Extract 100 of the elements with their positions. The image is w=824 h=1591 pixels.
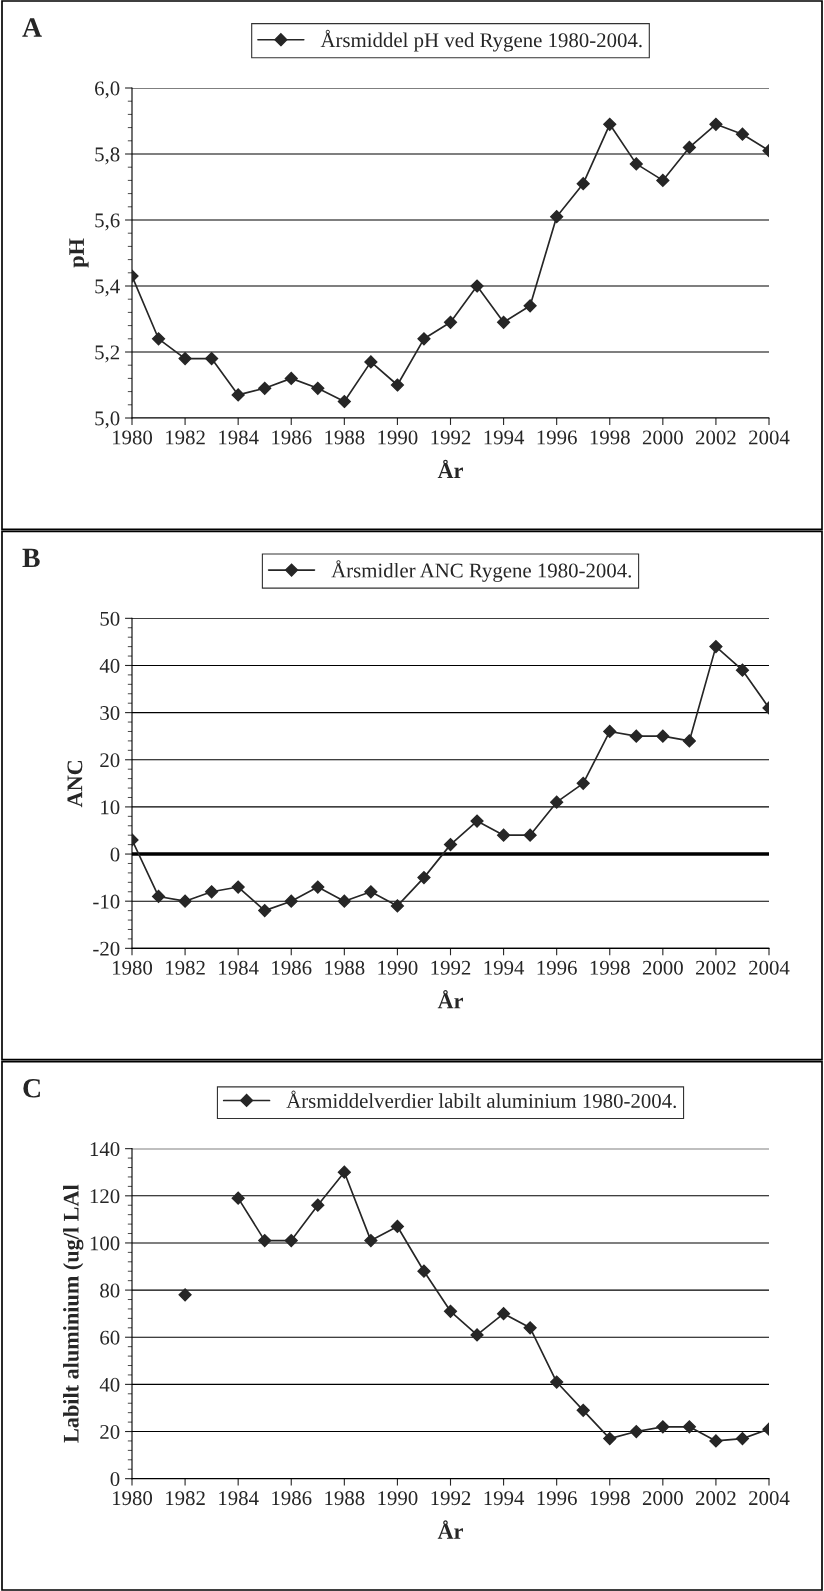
point — [178, 352, 192, 366]
point — [550, 210, 564, 224]
point — [550, 1375, 564, 1389]
point — [311, 1198, 325, 1212]
x-tick-label: 2000 — [642, 960, 683, 975]
point — [443, 315, 458, 329]
point — [178, 894, 192, 908]
y-tick-label: 50 — [100, 611, 120, 626]
point — [496, 1307, 511, 1321]
y-axis-title: pH — [69, 238, 89, 268]
point — [629, 157, 643, 171]
x-tick-label: 2000 — [642, 1491, 683, 1506]
y-tick-label: 30 — [100, 705, 120, 721]
y-tick-label: 20 — [100, 753, 120, 768]
x-tick-label: 1984 — [219, 430, 259, 445]
point — [151, 332, 166, 346]
x-tick-label: 1992 — [431, 430, 471, 445]
x-tick-label: 2004 — [749, 960, 790, 975]
x-tick-label: 1988 — [325, 430, 365, 445]
point — [735, 663, 750, 677]
x-tick-label: 1990 — [378, 1491, 418, 1506]
x-tick-label: 1996 — [537, 1491, 577, 1506]
point — [443, 838, 458, 852]
x-tick-label: 1984 — [219, 960, 259, 975]
point — [735, 127, 750, 141]
point — [364, 885, 378, 899]
x-tick-label: 1996 — [537, 430, 577, 445]
x-tick-label: 1988 — [325, 960, 365, 975]
point — [470, 814, 484, 828]
legend-label: Årsmiddelverdier labilt aluminium 1980-2004. — [286, 1090, 676, 1109]
point — [735, 1432, 750, 1446]
x-tick-label: 1980 — [113, 430, 153, 445]
y-tick-label: 5,8 — [95, 147, 120, 165]
x-tick-label: 1986 — [272, 1491, 312, 1506]
point — [682, 1420, 696, 1434]
point — [337, 894, 351, 908]
y-tick-label: 0 — [110, 1472, 120, 1487]
point — [603, 724, 617, 739]
point — [311, 880, 325, 894]
point — [603, 1432, 617, 1446]
x-tick-label: 1984 — [219, 1491, 259, 1506]
point — [682, 734, 696, 748]
x-tick-label: 1994 — [484, 960, 525, 975]
x-tick-label: 1990 — [378, 960, 418, 975]
point — [337, 1165, 351, 1179]
x-tick-label: 1988 — [325, 1491, 365, 1506]
point — [550, 795, 564, 809]
y-tick-label: 60 — [100, 1330, 120, 1345]
point — [390, 378, 405, 392]
point — [656, 173, 670, 187]
text: C — [23, 1078, 40, 1098]
point — [523, 828, 537, 842]
x-tick-label: 1990 — [378, 430, 418, 445]
y-tick-label: 120 — [90, 1189, 120, 1204]
y-axis-title: Labilt aluminium (ug/l LAl — [63, 1184, 84, 1443]
text: B — [22, 548, 40, 568]
point — [496, 828, 511, 842]
point — [603, 117, 617, 131]
x-axis-title: År — [437, 1520, 463, 1539]
point — [629, 729, 643, 743]
legend-label: Årsmiddel pH ved Rygene 1980-2004. — [320, 29, 642, 52]
point — [390, 1219, 405, 1234]
point — [284, 1234, 298, 1248]
x-tick-label: 1998 — [590, 430, 630, 445]
point — [258, 1234, 272, 1248]
y-tick-label: -20 — [93, 941, 120, 956]
x-tick-label: 1980 — [113, 1491, 153, 1506]
x-tick-label: 1998 — [590, 1491, 630, 1506]
point — [576, 776, 590, 790]
point — [311, 381, 325, 395]
point — [709, 640, 723, 654]
x-axis-title: År — [437, 990, 463, 1009]
point — [629, 1424, 643, 1439]
point — [417, 332, 431, 346]
point — [417, 1264, 431, 1278]
point — [151, 889, 166, 904]
y-tick-label: 100 — [90, 1236, 120, 1251]
x-tick-label: 2004 — [749, 430, 790, 445]
point — [682, 140, 696, 154]
point — [656, 1420, 670, 1434]
y-tick-label: 6,0 — [95, 81, 120, 99]
point — [709, 1434, 723, 1448]
x-tick-label: 1998 — [590, 960, 630, 975]
point — [231, 880, 245, 894]
y-tick-label: 40 — [99, 1377, 120, 1392]
y-tick-label: 10 — [101, 800, 120, 815]
point — [364, 355, 378, 369]
x-tick-label: 2002 — [696, 1491, 736, 1506]
y-tick-label: -10 — [93, 894, 120, 909]
x-tick-label: 2002 — [696, 960, 736, 975]
x-axis-title: År — [437, 459, 463, 479]
point — [496, 315, 511, 329]
x-tick-label: 1992 — [431, 1491, 471, 1506]
point — [523, 1321, 537, 1335]
point — [390, 899, 405, 913]
x-tick-label: 2002 — [696, 430, 736, 445]
point — [523, 299, 537, 313]
point — [656, 729, 670, 743]
point — [258, 904, 272, 918]
point — [417, 871, 431, 885]
